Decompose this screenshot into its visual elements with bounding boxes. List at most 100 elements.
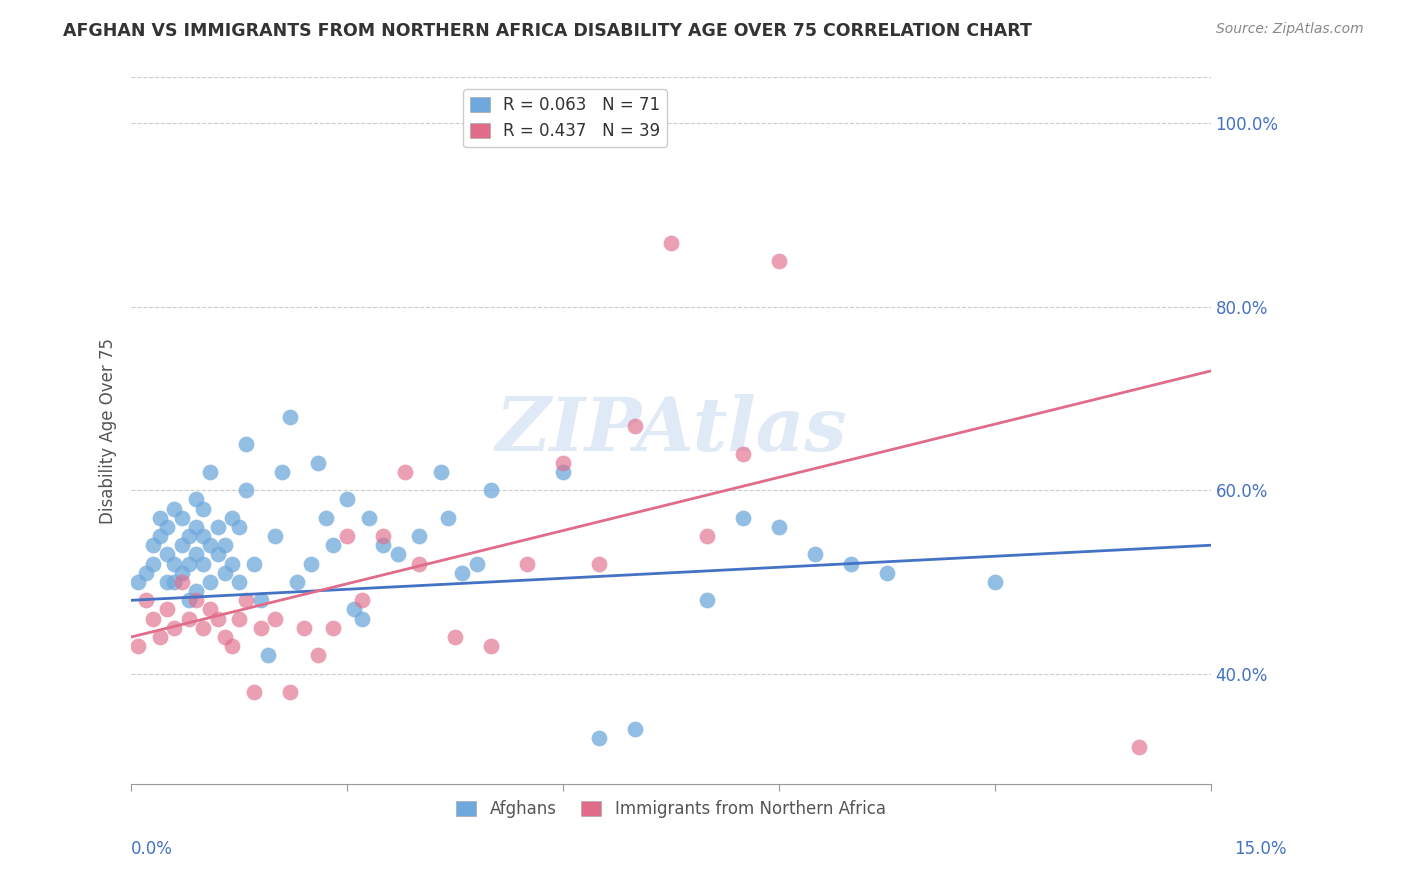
Point [207,520,229,534]
Point [408,529,430,543]
Point [149,510,172,524]
Point [214,566,236,580]
Point [336,492,359,507]
Point [156,574,179,589]
Point [264,612,287,626]
Point [193,557,215,571]
Point [768,520,790,534]
Point [336,529,359,543]
Text: AFGHAN VS IMMIGRANTS FROM NORTHERN AFRICA DISABILITY AGE OVER 75 CORRELATION CHA: AFGHAN VS IMMIGRANTS FROM NORTHERN AFRIC… [63,22,1032,40]
Point [479,639,502,653]
Point [371,538,394,552]
Point [322,538,344,552]
Point [184,492,207,507]
Text: ZIPAtlas: ZIPAtlas [495,394,846,467]
Point [163,557,186,571]
Point [135,566,157,580]
Y-axis label: Disability Age Over 75: Disability Age Over 75 [100,337,117,524]
Point [343,602,366,616]
Text: 15.0%: 15.0% [1234,840,1286,858]
Point [163,621,186,635]
Point [768,253,790,268]
Point [149,529,172,543]
Point [156,548,179,562]
Point [207,548,229,562]
Point [214,538,236,552]
Point [235,593,257,607]
Point [228,612,250,626]
Point [193,621,215,635]
Point [479,483,502,498]
Point [193,529,215,543]
Point [200,574,222,589]
Point [149,630,172,644]
Point [170,566,193,580]
Point [163,574,186,589]
Point [221,557,243,571]
Point [408,557,430,571]
Point [184,520,207,534]
Point [984,574,1007,589]
Point [170,510,193,524]
Point [624,722,647,736]
Point [278,685,301,699]
Point [249,593,271,607]
Point [299,557,322,571]
Point [228,520,250,534]
Point [127,574,149,589]
Point [516,557,538,571]
Point [387,548,409,562]
Point [588,731,610,745]
Point [214,630,236,644]
Point [264,529,287,543]
Point [156,602,179,616]
Legend: Afghans, Immigrants from Northern Africa: Afghans, Immigrants from Northern Africa [450,794,893,825]
Point [228,574,250,589]
Point [127,639,149,653]
Point [371,529,394,543]
Point [437,510,460,524]
Point [315,510,337,524]
Point [292,621,315,635]
Point [876,566,898,580]
Point [177,612,200,626]
Point [696,529,718,543]
Point [307,648,329,663]
Point [142,538,165,552]
Point [624,419,647,434]
Point [731,446,754,460]
Point [444,630,467,644]
Point [221,639,243,653]
Point [696,593,718,607]
Point [177,593,200,607]
Text: 0.0%: 0.0% [131,840,173,858]
Point [184,548,207,562]
Point [207,612,229,626]
Point [142,557,165,571]
Point [184,593,207,607]
Point [156,520,179,534]
Point [350,593,373,607]
Point [200,538,222,552]
Point [322,621,344,635]
Point [588,557,610,571]
Point [242,557,264,571]
Point [200,602,222,616]
Point [184,584,207,599]
Point [551,465,574,479]
Point [429,465,451,479]
Point [357,510,380,524]
Point [193,501,215,516]
Point [350,612,373,626]
Point [177,557,200,571]
Point [200,465,222,479]
Point [659,235,682,250]
Text: Source: ZipAtlas.com: Source: ZipAtlas.com [1216,22,1364,37]
Point [451,566,474,580]
Point [170,538,193,552]
Point [307,456,329,470]
Point [839,557,862,571]
Point [551,456,574,470]
Point [731,510,754,524]
Point [142,612,165,626]
